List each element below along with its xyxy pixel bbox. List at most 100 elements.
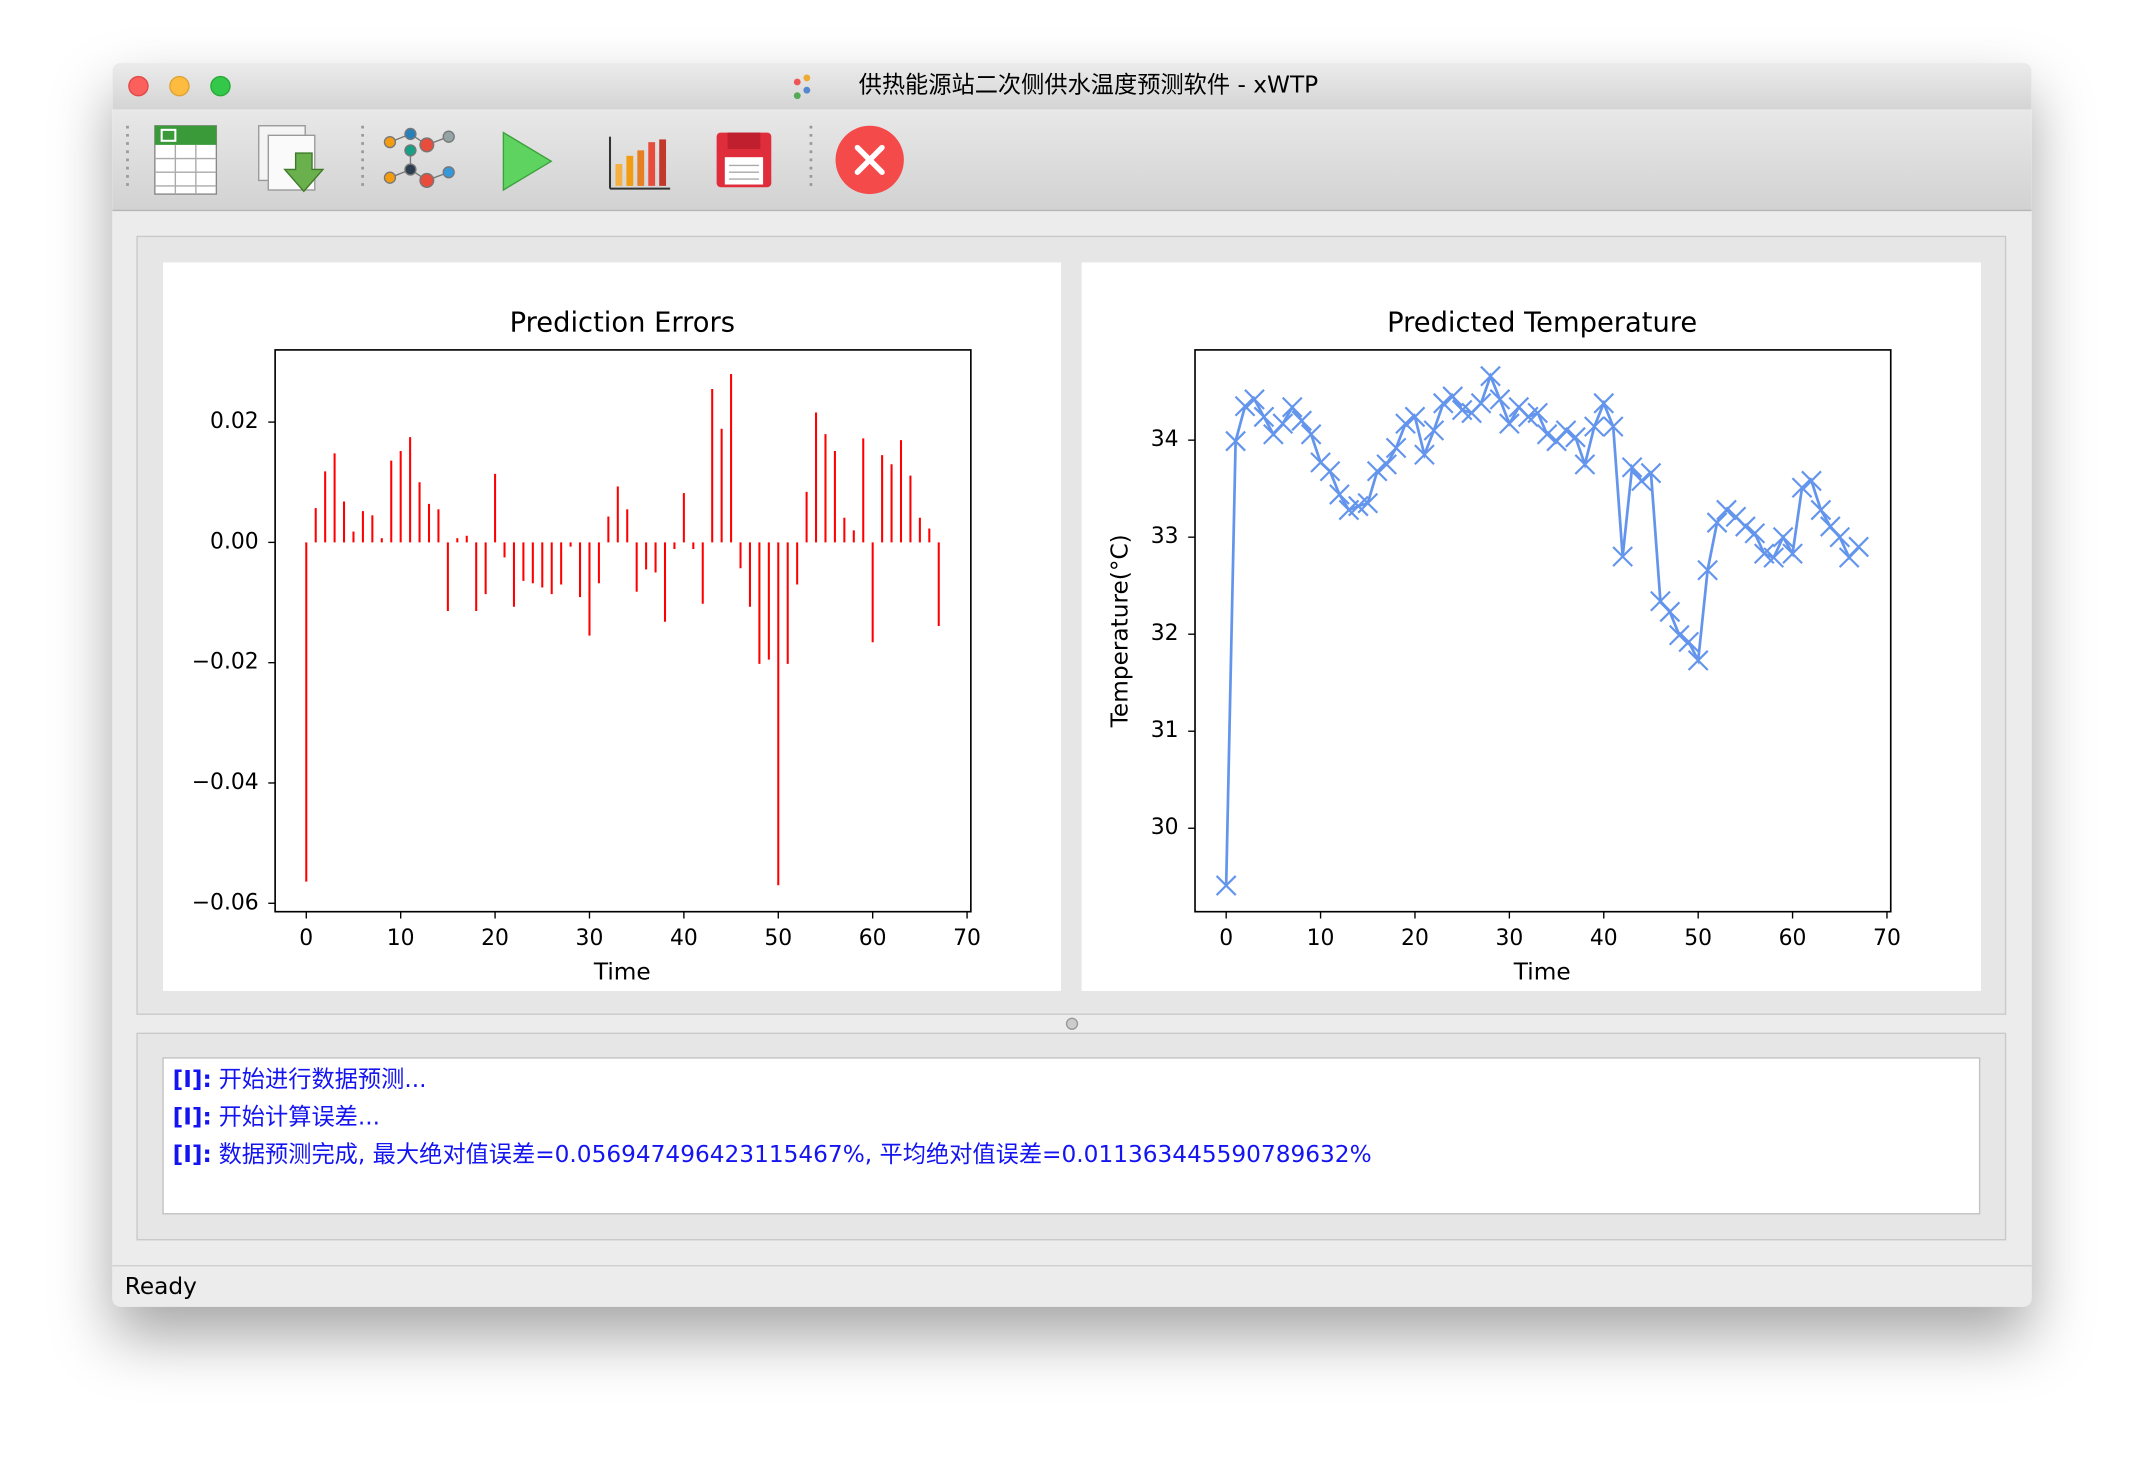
marker xyxy=(1423,420,1445,441)
marker xyxy=(1527,402,1549,424)
marker xyxy=(1470,392,1492,414)
log-level: [I]: xyxy=(173,1103,212,1130)
log-line: [I]: 数据预测完成, 最大绝对值误差=0.056947496423115467… xyxy=(173,1140,1372,1167)
x-tick-label: 60 xyxy=(859,926,887,951)
marker xyxy=(1602,416,1624,437)
log-message: 开始计算误差... xyxy=(219,1103,380,1130)
save-button[interactable] xyxy=(716,132,772,188)
minimize-button[interactable] xyxy=(169,75,190,97)
marker xyxy=(1574,454,1596,475)
log-message: 开始进行数据预测... xyxy=(219,1065,427,1092)
marker xyxy=(1319,460,1341,482)
x-tick-label: 0 xyxy=(1219,926,1233,951)
marker xyxy=(1536,423,1558,445)
log-lines: [I]: 开始进行数据预测... [I]: 开始计算误差... [I]: 数据预测完成, … xyxy=(173,1065,1372,1167)
x-axis-label: Time xyxy=(593,959,651,986)
chart-panel xyxy=(163,262,1062,991)
marker xyxy=(1215,875,1237,896)
marker xyxy=(1272,413,1294,434)
marker xyxy=(1829,526,1851,548)
marker xyxy=(1631,470,1652,492)
y-tick-label: 32 xyxy=(1151,621,1179,646)
close-button[interactable] xyxy=(128,75,149,97)
window: 供热能源站二次侧供水温度预测软件 - xWTP xyxy=(112,62,2032,1307)
plots: Prediction ErrorsTimeError Percent(%)010… xyxy=(192,307,1901,986)
marker xyxy=(1376,454,1397,475)
y-tick-label: −0.06 xyxy=(192,890,259,915)
y-tick-label: 31 xyxy=(1151,718,1179,743)
model-button[interactable] xyxy=(383,127,455,188)
marker xyxy=(1291,410,1313,432)
marker xyxy=(1612,546,1633,567)
marker xyxy=(1716,499,1737,521)
chart: Prediction ErrorsTimeError Percent(%)010… xyxy=(192,307,981,986)
toolbar-separators xyxy=(126,125,813,192)
marker xyxy=(1329,484,1350,505)
log-message: 数据预测完成, 最大绝对值误差=0.056947496423115467%, 平… xyxy=(219,1140,1372,1167)
import-button[interactable] xyxy=(258,125,325,193)
marker xyxy=(1706,512,1728,533)
x-tick-label: 10 xyxy=(1307,926,1335,951)
open-sheet-button[interactable] xyxy=(154,125,218,195)
chart-title: Predicted Temperature xyxy=(1387,307,1697,338)
marker xyxy=(1489,389,1511,410)
marker xyxy=(1687,650,1709,671)
marker xyxy=(1763,547,1785,568)
marker xyxy=(1782,543,1803,565)
chart: Predicted Temperature Time Temperature(°C)… xyxy=(1107,307,1901,985)
marker xyxy=(1404,406,1426,428)
marker xyxy=(1593,392,1615,414)
y-tick-label: 0.00 xyxy=(210,529,259,554)
title-bar xyxy=(112,62,2032,110)
y-axis-label: Temperature(°C) xyxy=(1107,534,1134,728)
marker xyxy=(1366,460,1388,482)
marker xyxy=(1385,437,1407,459)
marker xyxy=(1555,420,1577,441)
marker xyxy=(1791,477,1813,499)
marker xyxy=(1234,395,1256,417)
marker xyxy=(1432,392,1454,414)
marker xyxy=(1640,462,1662,484)
x-tick-label: 50 xyxy=(764,926,792,951)
marker xyxy=(1801,470,1822,492)
x-tick-label: 20 xyxy=(481,926,509,951)
y-tick-label: 34 xyxy=(1151,427,1179,452)
marker xyxy=(1565,426,1586,448)
marker xyxy=(1621,456,1643,478)
marker xyxy=(1300,423,1322,445)
log-box xyxy=(162,1057,1981,1215)
y-tick-label: 0.02 xyxy=(210,409,259,434)
marker xyxy=(1659,601,1681,623)
x-tick-label: 20 xyxy=(1401,926,1429,951)
chart-button[interactable] xyxy=(608,136,671,190)
splitter-handle[interactable] xyxy=(1065,1017,1079,1030)
marker xyxy=(1225,430,1246,452)
marker xyxy=(1697,559,1718,581)
marker xyxy=(1772,526,1794,548)
y-tick-label: 30 xyxy=(1151,815,1179,840)
axes-frame xyxy=(1194,349,1892,913)
marker xyxy=(1281,396,1303,418)
run-button[interactable] xyxy=(502,131,553,192)
app-icon xyxy=(793,74,811,100)
stop-button[interactable] xyxy=(835,125,904,195)
chart-panel xyxy=(1081,262,1981,991)
marker xyxy=(1357,492,1379,514)
x-tick-label: 50 xyxy=(1684,926,1712,951)
marker xyxy=(1668,624,1690,646)
log-level: [I]: xyxy=(173,1140,212,1167)
x-tick-label: 10 xyxy=(387,926,415,951)
marker xyxy=(1583,416,1605,437)
log-level: [I]: xyxy=(173,1065,212,1092)
chart-title: Prediction Errors xyxy=(510,307,735,338)
marker xyxy=(1395,413,1416,434)
log-line: [I]: 开始进行数据预测... xyxy=(173,1065,427,1092)
status-text: Ready xyxy=(125,1273,197,1300)
x-axis-label: Time xyxy=(1513,959,1571,986)
zoom-button[interactable] xyxy=(210,75,231,97)
y-tick-label: −0.02 xyxy=(192,650,259,675)
toolbar xyxy=(112,109,2032,211)
x-tick-label: 70 xyxy=(1873,926,1901,951)
x-tick-label: 0 xyxy=(299,926,313,951)
